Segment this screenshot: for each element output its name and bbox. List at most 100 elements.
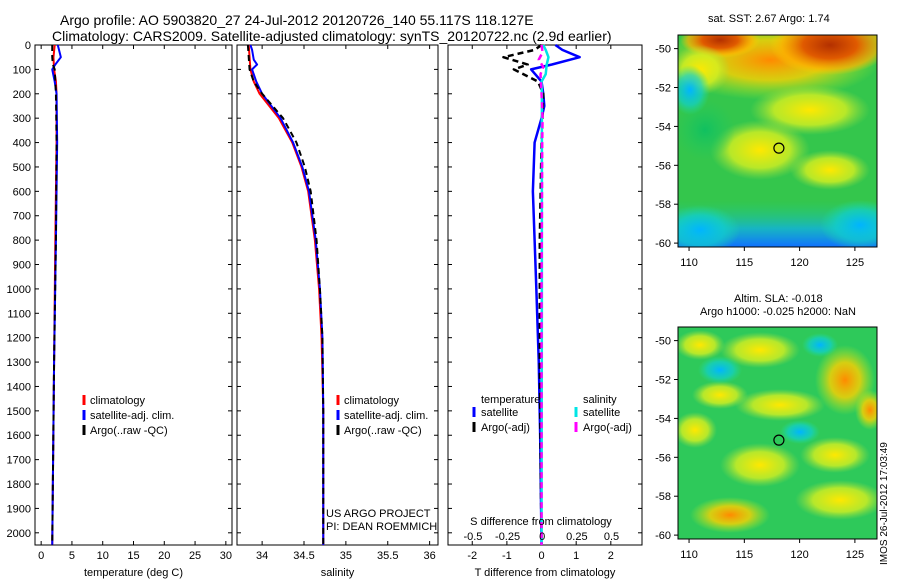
map-y-tick-label: -54 <box>655 121 671 133</box>
map-y-tick-label: -56 <box>655 452 671 464</box>
map-y-tick-label: -56 <box>655 160 671 172</box>
title-line-1: Argo profile: AO 5903820_27 24-Jul-2012 … <box>60 12 534 28</box>
argo-position-marker <box>773 434 785 446</box>
x-tick-label: 5 <box>69 550 75 562</box>
map-y-tick-label: -52 <box>655 83 671 95</box>
y-tick-label: 2000 <box>7 528 31 540</box>
map-y-tick-label: -52 <box>655 375 671 387</box>
y-tick-label: 1500 <box>7 406 31 418</box>
diff-legend-label: satellite <box>583 407 620 419</box>
map-x-tick-label: 125 <box>846 549 864 561</box>
y-tick-label: 1700 <box>7 455 31 467</box>
diff-legend-label: Argo(-adj) <box>583 422 632 434</box>
diff-legend-label: satellite <box>481 407 518 419</box>
y-tick-label: 300 <box>13 113 31 125</box>
y-tick-label: 200 <box>13 89 31 101</box>
map-x-tick-label: 125 <box>846 257 864 269</box>
top-x-tick-label: 0 <box>539 531 545 543</box>
x-tick-label: 35.5 <box>377 550 398 562</box>
diff-legend-heading-temperature: temperature <box>481 394 540 406</box>
salinity-legend-label: satellite-adj. clim. <box>344 410 428 422</box>
y-tick-label: 1400 <box>7 381 31 393</box>
y-tick-label: 600 <box>13 186 31 198</box>
series-line-argo-raw-qc- <box>51 45 58 546</box>
x-axis-label: T difference from climatology <box>475 567 616 579</box>
x-tick-label: 34 <box>256 550 268 562</box>
x-tick-label: 1 <box>573 550 579 562</box>
top-x-tick-label: -0.5 <box>463 531 482 543</box>
y-tick-label: 400 <box>13 138 31 150</box>
map-x-tick-label: 115 <box>736 549 754 561</box>
y-tick-label: 500 <box>13 162 31 174</box>
panel-frame-2 <box>236 44 439 546</box>
sla-map-title-1: Altim. SLA: -0.018 <box>734 293 823 305</box>
title-line-2: Climatology: CARS2009. Satellite-adjuste… <box>52 28 612 44</box>
temperature-legend-label: climatology <box>90 395 146 407</box>
temperature-legend-label: satellite-adj. clim. <box>90 410 174 422</box>
x-tick-label: 0 <box>538 550 544 562</box>
y-tick-label: 800 <box>13 235 31 247</box>
x-tick-label: 2 <box>608 550 614 562</box>
x-axis-label: temperature (deg C) <box>84 567 183 579</box>
sla-map-title-2: Argo h1000: -0.025 h2000: NaN <box>700 306 856 318</box>
diff-legend-label: Argo(-adj) <box>481 422 530 434</box>
top-x-tick-label: 0.25 <box>566 531 587 543</box>
x-tick-label: 15 <box>127 550 139 562</box>
credit-line-2: PI: DEAN ROEMMICH <box>326 521 437 533</box>
sst-map <box>678 35 877 247</box>
map-y-tick-label: -60 <box>655 238 671 250</box>
y-tick-label: 100 <box>13 64 31 76</box>
temperature-legend-label: Argo(..raw -QC) <box>90 425 168 437</box>
series-line-argo-raw-qc- <box>246 44 325 545</box>
map-x-tick-label: 115 <box>736 257 754 269</box>
salinity-legend-label: Argo(..raw -QC) <box>344 425 422 437</box>
series-line-satellite-adj-clim- <box>249 44 325 545</box>
x-tick-label: 0 <box>38 550 44 562</box>
map-x-tick-label: 120 <box>790 549 808 561</box>
x-tick-label: 30 <box>220 550 232 562</box>
map-y-tick-label: -60 <box>655 530 671 542</box>
sst-map-title: sat. SST: 2.67 Argo: 1.74 <box>708 13 830 25</box>
diff-legend-heading-salinity: salinity <box>583 394 617 406</box>
map-x-tick-label: 110 <box>680 549 698 561</box>
top-x-tick-label: 0.5 <box>604 531 619 543</box>
map-y-tick-label: -58 <box>655 491 671 503</box>
y-tick-label: 1900 <box>7 503 31 515</box>
map-y-tick-label: -54 <box>655 413 671 425</box>
map-x-tick-label: 110 <box>680 257 698 269</box>
top-x-tick-label: -0.25 <box>495 531 520 543</box>
x-axis-label: salinity <box>321 567 355 579</box>
series-line-climatology <box>247 44 325 545</box>
y-tick-label: 1800 <box>7 479 31 491</box>
x-tick-label: 25 <box>189 550 201 562</box>
panel-frame-3 <box>447 44 643 546</box>
x-tick-label: 36 <box>424 550 436 562</box>
x-tick-label: 10 <box>97 550 109 562</box>
sla-map <box>678 327 877 539</box>
map-y-tick-label: -50 <box>655 336 671 348</box>
x-tick-label: -1 <box>502 550 512 562</box>
series-line-satellite-temperature- <box>529 43 581 546</box>
map-y-tick-label: -50 <box>655 44 671 56</box>
x-tick-label: 20 <box>158 550 170 562</box>
argo-position-marker <box>773 142 785 154</box>
y-tick-label: 1100 <box>7 308 31 320</box>
y-tick-label: 0 <box>25 40 31 52</box>
top-x-axis-label: S difference from climatology <box>470 516 612 528</box>
salinity-legend-label: climatology <box>344 395 400 407</box>
map-y-tick-label: -58 <box>655 199 671 211</box>
x-tick-label: 34.5 <box>293 550 314 562</box>
y-tick-label: 1300 <box>7 357 31 369</box>
y-tick-label: 1200 <box>7 333 31 345</box>
series-line-argo-adj-salinity- <box>537 44 545 545</box>
y-tick-label: 700 <box>13 211 31 223</box>
y-tick-label: 900 <box>13 260 31 272</box>
x-tick-label: -2 <box>467 550 477 562</box>
x-tick-label: 35 <box>340 550 352 562</box>
map-x-tick-label: 120 <box>790 257 808 269</box>
credit-line-1: US ARGO PROJECT <box>326 508 431 520</box>
y-tick-label: 1600 <box>7 430 31 442</box>
y-tick-label: 1000 <box>7 284 31 296</box>
panel-frame-1 <box>34 44 233 546</box>
